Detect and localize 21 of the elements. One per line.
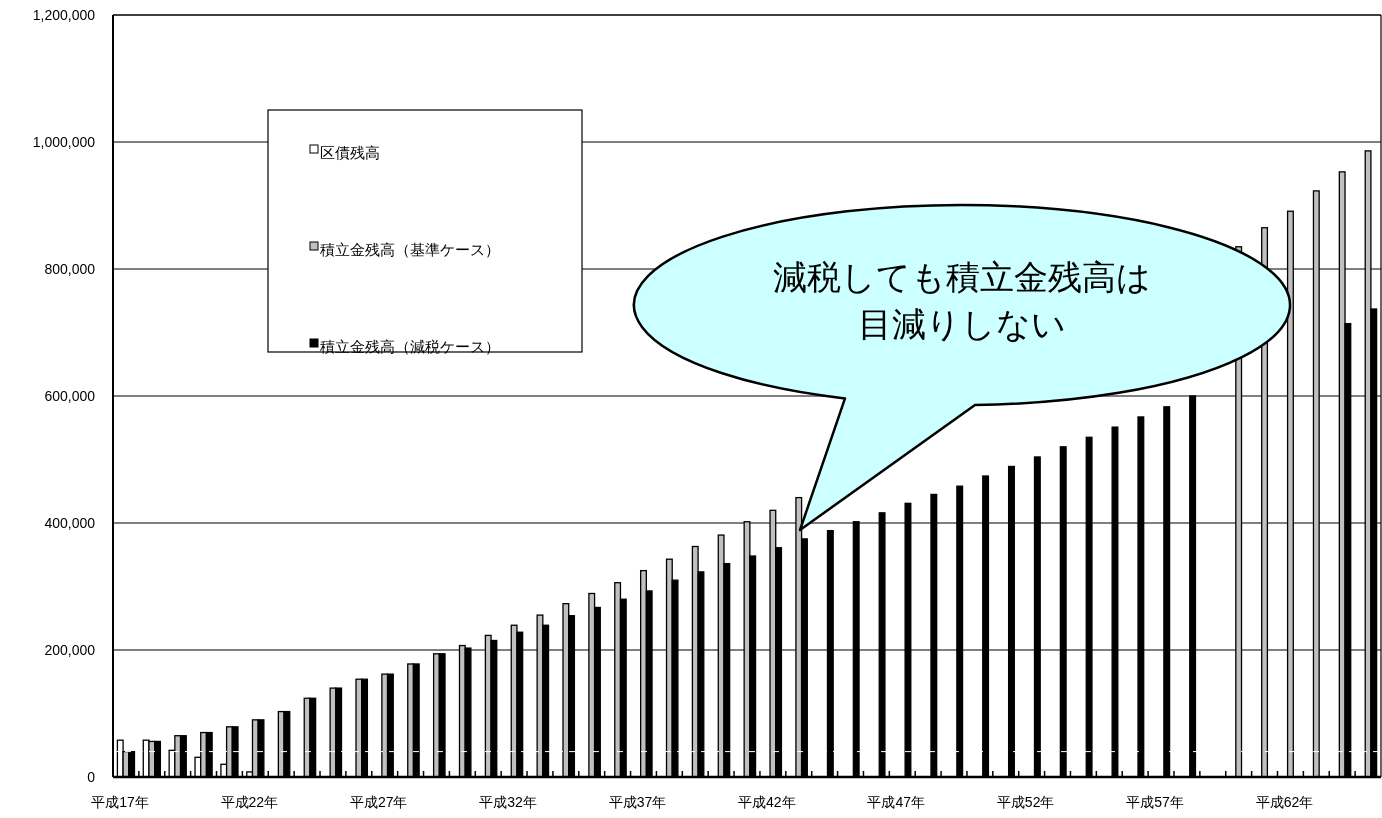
legend-label: 積立金残高（基準ケース） [320, 241, 500, 258]
x-tick-label: 平成37年 [608, 794, 667, 810]
y-tick-label: 1,000,000 [32, 134, 96, 150]
y-tick-label: 400,000 [44, 515, 96, 531]
x-tick-label: 平成47年 [867, 794, 926, 810]
y-tick-label: 0 [87, 769, 96, 785]
x-tick-label: 平成27年 [349, 794, 408, 810]
y-tick-label: 600,000 [44, 388, 96, 404]
x-tick-label: 平成42年 [738, 794, 796, 810]
x-tick-label: 平成17年 [91, 794, 149, 810]
x-tick-label: 平成57年 [1126, 794, 1184, 810]
annotation: 減税しても積立金残高は目減りしない [773, 258, 1151, 343]
x-tick-label: 平成62年 [1255, 794, 1314, 810]
y-tick-label: 1,200,000 [32, 7, 96, 23]
x-tick-label: 平成22年 [220, 794, 279, 810]
y-tick-label: 200,000 [44, 642, 96, 658]
x-tick-label: 平成32年 [479, 794, 537, 810]
legend-label: 積立金残高（減税ケース） [320, 338, 500, 355]
y-tick-label: 800,000 [44, 261, 96, 277]
legend-label: 区債残高 [320, 144, 380, 161]
x-tick-label: 平成52年 [996, 794, 1055, 810]
